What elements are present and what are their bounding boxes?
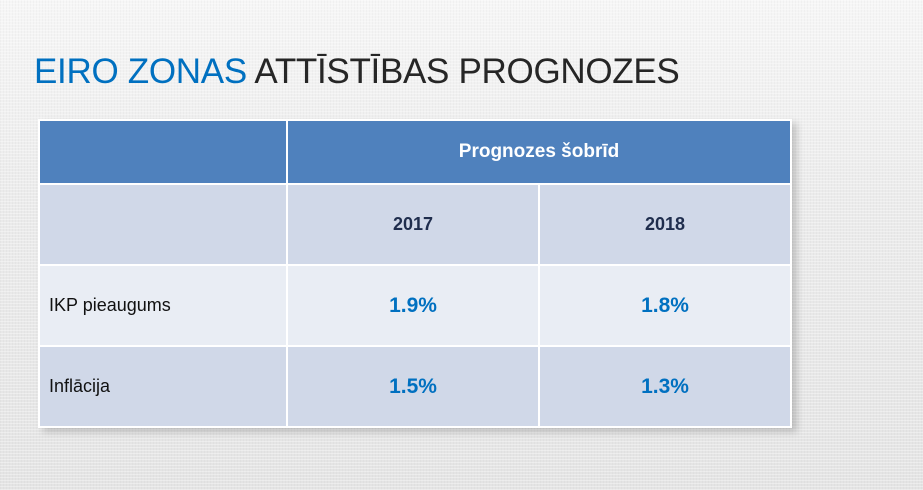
- table-header-row: Prognozes šobrīd: [38, 119, 792, 185]
- table-row: IKP pieaugums 1.9% 1.8%: [38, 264, 792, 347]
- years-empty-cell: [38, 183, 288, 266]
- year-2018: 2018: [538, 183, 792, 266]
- table-row: Inflācija 1.5% 1.3%: [38, 345, 792, 428]
- title-accent: EIRO ZONAS: [34, 52, 247, 91]
- year-2017: 2017: [286, 183, 540, 266]
- gdp-2018-value: 1.8%: [538, 264, 792, 347]
- row-label-inflation: Inflācija: [38, 345, 288, 428]
- header-empty-cell: [38, 119, 288, 185]
- forecast-group-header: Prognozes šobrīd: [286, 119, 792, 185]
- title-rest: ATTĪSTĪBAS PROGNOZES: [254, 52, 680, 91]
- inflation-2017-value: 1.5%: [286, 345, 540, 428]
- inflation-2018-value: 1.3%: [538, 345, 792, 428]
- row-label-gdp: IKP pieaugums: [38, 264, 288, 347]
- years-row: 2017 2018: [38, 183, 792, 266]
- slide-title: EIRO ZONAS ATTĪSTĪBAS PROGNOZES: [34, 50, 680, 94]
- forecast-table: Prognozes šobrīd 2017 2018 IKP pieaugums…: [38, 119, 792, 428]
- gdp-2017-value: 1.9%: [286, 264, 540, 347]
